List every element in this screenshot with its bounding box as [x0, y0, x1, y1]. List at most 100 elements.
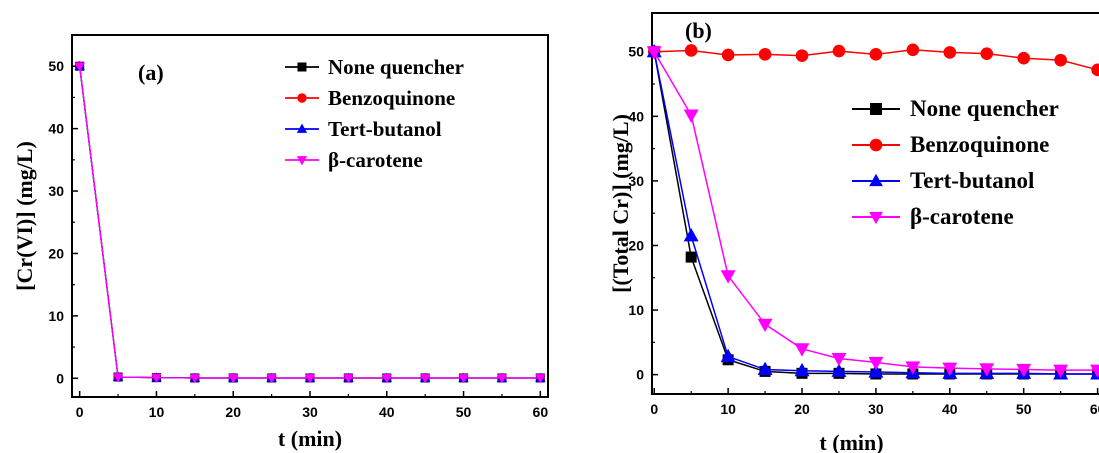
- series-line: [79, 66, 541, 379]
- x-tick-label: 60: [533, 404, 549, 420]
- legend: None quencher Benzoquinone Tert-butanol β-c…: [852, 96, 1059, 229]
- y-tick-label: 20: [628, 237, 644, 253]
- x-tick-label: 40: [942, 401, 958, 417]
- x-tick-label: 30: [868, 401, 884, 417]
- series-line: [79, 66, 541, 379]
- data-point: [496, 374, 508, 384]
- data-point: [684, 44, 698, 57]
- data-point: [1090, 364, 1099, 378]
- data-point: [757, 361, 773, 375]
- legend-item: None quencher: [852, 96, 1059, 121]
- x-tick-label: 20: [794, 401, 810, 417]
- legend-label: None quencher: [328, 55, 464, 79]
- legend-label: Tert-butanol: [910, 168, 1034, 193]
- legend-item: None quencher: [285, 55, 464, 79]
- series-tert-butanol: [646, 43, 1099, 380]
- x-tick-label: 50: [456, 404, 472, 420]
- data-point: [1091, 63, 1099, 77]
- y-tick-label: 0: [56, 370, 64, 386]
- legend: None quencher Benzoquinone Tert-butanol β-c…: [285, 55, 464, 172]
- plot-frame: [71, 34, 549, 398]
- data-point: [381, 374, 392, 384]
- legend-marker: [297, 62, 307, 72]
- data-point: [795, 49, 809, 62]
- legend-item: Tert-butanol: [852, 168, 1034, 193]
- data-point: [942, 362, 958, 376]
- x-tick-label: 0: [76, 404, 84, 420]
- plot-area: [646, 43, 1099, 380]
- series-benzoquinone: [75, 62, 545, 383]
- y-tick-label: 50: [48, 58, 64, 74]
- y-tick-label: 10: [48, 308, 64, 324]
- x-tick-label: 20: [225, 404, 241, 420]
- y-tick-label: 40: [48, 121, 64, 137]
- data-point: [868, 356, 884, 371]
- legend-item: β-carotene: [285, 148, 423, 172]
- data-point: [720, 348, 736, 363]
- legend-marker: [869, 211, 883, 225]
- data-point: [943, 46, 957, 59]
- legend-marker: [870, 103, 882, 115]
- x-tick-label: 10: [720, 401, 736, 417]
- legend-marker: [296, 156, 308, 166]
- x-axis-title: t (min): [819, 430, 883, 453]
- data-point: [757, 318, 773, 333]
- y-axis-title: [Cr(VI)] (mg/L): [12, 141, 37, 291]
- x-tick-label: 40: [379, 404, 395, 420]
- legend-item: Benzoquinone: [285, 86, 455, 110]
- plot-frame: [651, 12, 1099, 395]
- data-point: [1053, 364, 1069, 378]
- data-point: [683, 109, 699, 123]
- legend-item: β-carotene: [852, 204, 1014, 229]
- data-point: [419, 374, 431, 384]
- legend-label: Tert-butanol: [328, 117, 442, 141]
- data-point: [151, 373, 162, 384]
- data-point: [794, 362, 810, 377]
- data-point: [228, 374, 239, 384]
- series-none-quencher: [75, 61, 545, 383]
- legend-item: Benzoquinone: [852, 132, 1049, 157]
- y-tick-label: 20: [48, 245, 64, 261]
- panel-label: (a): [138, 60, 164, 85]
- data-point: [112, 373, 124, 383]
- series-line: [79, 66, 541, 379]
- y-tick-label: 10: [628, 302, 644, 318]
- x-tick-label: 10: [149, 404, 165, 420]
- data-point: [1016, 363, 1032, 378]
- legend-item: Tert-butanol: [285, 117, 442, 141]
- data-point: [758, 48, 772, 61]
- data-point: [720, 270, 736, 284]
- data-point: [831, 352, 847, 367]
- data-point: [458, 374, 469, 384]
- data-point: [721, 48, 735, 62]
- data-point: [906, 43, 920, 57]
- data-point: [266, 374, 277, 384]
- y-tick-label: 30: [48, 183, 64, 199]
- series-line: [79, 66, 541, 379]
- data-point: [304, 374, 316, 384]
- legend-label: β-carotene: [328, 148, 423, 172]
- legend-label: Benzoquinone: [910, 132, 1049, 157]
- data-point: [646, 46, 662, 60]
- chart-panel-b: 0 10 20 30 40 50 60 0 10 20 30 40 50 t (min) [(Total C…: [608, 12, 1099, 453]
- y-tick-label: 40: [628, 108, 644, 124]
- data-point: [980, 47, 994, 60]
- y-axis-title: [(Total Cr)] (mg/L): [608, 114, 633, 293]
- x-tick-label: 60: [1090, 401, 1099, 417]
- legend-marker: [296, 123, 308, 133]
- data-point: [189, 374, 201, 384]
- x-tick-label: 0: [650, 401, 658, 417]
- legend-marker: [869, 138, 883, 152]
- data-point: [535, 374, 546, 384]
- panel-label: (b): [685, 18, 712, 43]
- data-point: [794, 343, 810, 357]
- data-point: [869, 48, 883, 61]
- chart-panel-a: 0 10 20 30 40 50 60 0 10 20 30 40 50 t (min) [Cr(VI)] …: [12, 34, 549, 451]
- data-point: [831, 363, 847, 377]
- y-tick-label: 30: [628, 173, 644, 189]
- data-point: [685, 251, 697, 263]
- data-point: [905, 361, 921, 375]
- legend-label: Benzoquinone: [328, 86, 455, 110]
- y-tick-label: 50: [628, 44, 644, 60]
